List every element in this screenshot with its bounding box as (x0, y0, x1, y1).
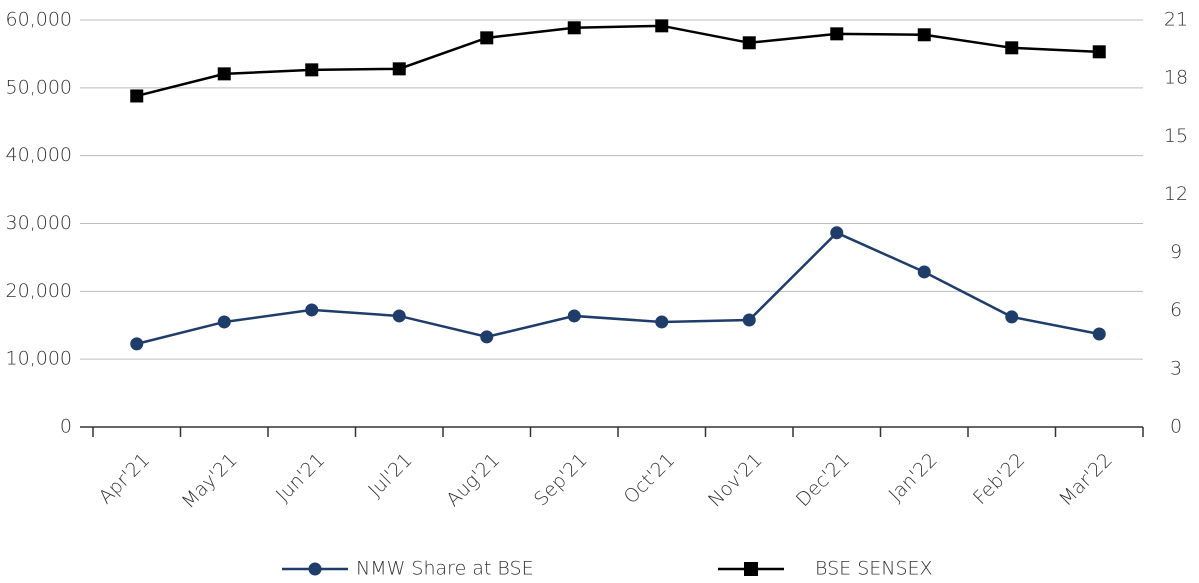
y2-tick-label: 12 (1164, 183, 1188, 205)
point (1092, 45, 1106, 59)
point (742, 313, 756, 327)
point (917, 28, 931, 42)
point (1092, 327, 1106, 341)
line (136, 231, 1100, 346)
point (217, 315, 231, 329)
y2-tick-label: 15 (1164, 125, 1188, 147)
point (217, 67, 231, 81)
x-tick-label: Sep'21 (530, 449, 592, 511)
point (655, 19, 669, 33)
y-tick-label: 10,000 (6, 348, 72, 370)
y2-tick-label: 0 (1170, 416, 1182, 438)
point (567, 21, 581, 35)
x-tick-label: Apr'21 (95, 449, 155, 509)
x-tick-label: Mar'22 (1055, 449, 1117, 511)
y-tick-label: 60,000 (6, 9, 72, 31)
point (305, 63, 319, 77)
x-tick-label: Nov'21 (704, 449, 767, 512)
y-tick-label: 0 (60, 416, 72, 438)
point (830, 226, 844, 240)
point (830, 27, 844, 41)
point (480, 330, 494, 344)
point (480, 31, 494, 45)
y-tick-label: 50,000 (6, 76, 72, 98)
y2-tick-label: 6 (1170, 299, 1182, 321)
x-tick-label: Jul'21 (364, 449, 417, 502)
y2-tick-label: 3 (1170, 357, 1182, 379)
y2-tick-label: 9 (1170, 241, 1182, 263)
point (1005, 310, 1019, 324)
x-tick-label: Dec'21 (792, 449, 854, 511)
legend-label: NMW Share at BSE (356, 558, 534, 580)
line (136, 24, 1100, 98)
point (392, 62, 406, 76)
x-tick-label: Aug'21 (442, 449, 504, 511)
y-tick-label: 30,000 (6, 212, 72, 234)
point (655, 315, 669, 329)
x-tick-label: May'21 (178, 449, 242, 513)
y-tick-label: 40,000 (6, 144, 72, 166)
point (742, 36, 756, 50)
point (1005, 41, 1019, 55)
point (392, 309, 406, 323)
x-tick-label: Jan'22 (885, 449, 942, 506)
legend-label: BSE SENSEX (815, 558, 933, 580)
y2-tick-label: 18 (1164, 67, 1188, 89)
y-tick-label: 20,000 (6, 280, 72, 302)
legend-marker (744, 562, 758, 576)
y2-tick-label: 21 (1164, 9, 1188, 31)
x-tick-label: Oct'21 (620, 449, 680, 509)
x-tick-label: Jun'21 (272, 449, 329, 506)
point (567, 309, 581, 323)
point (305, 303, 319, 317)
legend-marker (308, 562, 322, 576)
x-tick-label: Feb'22 (969, 449, 1029, 509)
point (130, 337, 144, 351)
point (917, 265, 931, 279)
point (130, 89, 144, 103)
